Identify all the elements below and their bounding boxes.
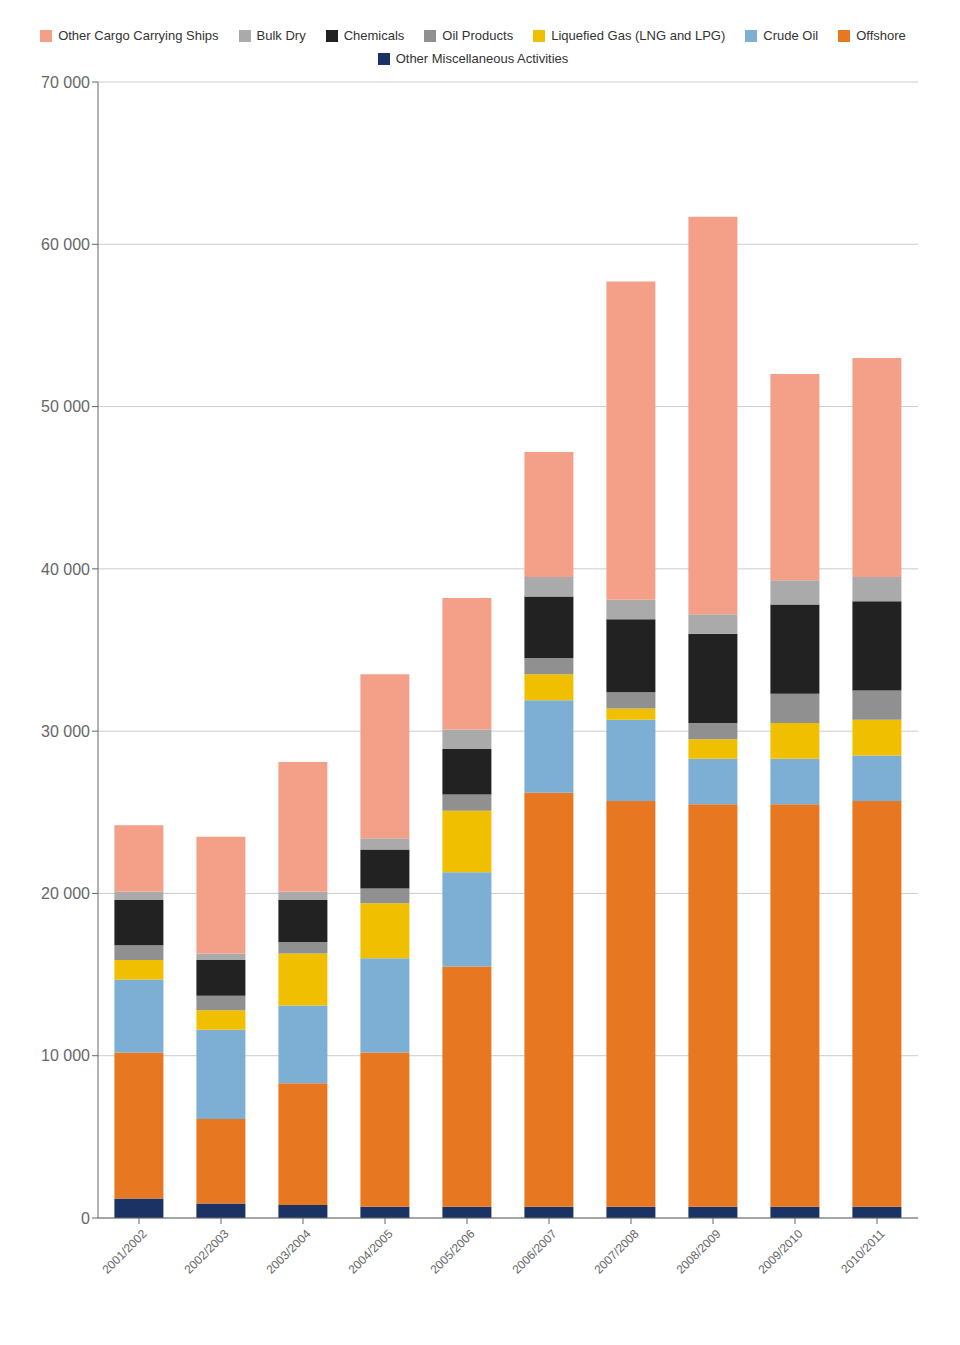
svg-text:2007/2008: 2007/2008	[592, 1226, 642, 1276]
svg-text:2006/2007: 2006/2007	[510, 1226, 560, 1276]
svg-text:2009/2010: 2009/2010	[756, 1226, 806, 1276]
svg-text:60 000: 60 000	[41, 236, 90, 253]
html-text:Offshore: Offshore	[856, 28, 906, 43]
html-text:Liquefied Gas (LNG and LPG): Liquefied Gas (LNG and LPG)	[551, 28, 726, 43]
svg-text:70 000: 70 000	[41, 74, 90, 91]
svg-text:2004/2005: 2004/2005	[346, 1226, 396, 1276]
svg-text:2005/2006: 2005/2006	[428, 1226, 478, 1276]
svg-text:10 000: 10 000	[41, 1047, 90, 1064]
html-text:Other Cargo Carrying Ships: Other Cargo Carrying Ships	[58, 28, 219, 43]
svg-text:2001/2002: 2001/2002	[100, 1226, 150, 1276]
html-text:Other Miscellaneous Activities: Other Miscellaneous Activities	[395, 51, 569, 66]
svg-text:2008/2009: 2008/2009	[674, 1226, 724, 1276]
svg-text:50 000: 50 000	[41, 398, 90, 415]
html-text:Crude Oil: Crude Oil	[763, 28, 819, 43]
svg-text:30 000: 30 000	[41, 723, 90, 740]
svg-text:0: 0	[81, 1210, 90, 1227]
svg-text:2003/2004: 2003/2004	[264, 1226, 314, 1276]
svg-text:2010/2011: 2010/2011	[838, 1226, 888, 1276]
html-text:Bulk Dry: Bulk Dry	[256, 28, 306, 43]
svg-text:20 000: 20 000	[41, 885, 90, 902]
html-text:Oil Products: Oil Products	[442, 28, 514, 43]
svg-text:40 000: 40 000	[41, 561, 90, 578]
html-text:Chemicals: Chemicals	[343, 28, 405, 43]
svg-text:2002/2003: 2002/2003	[182, 1226, 232, 1276]
